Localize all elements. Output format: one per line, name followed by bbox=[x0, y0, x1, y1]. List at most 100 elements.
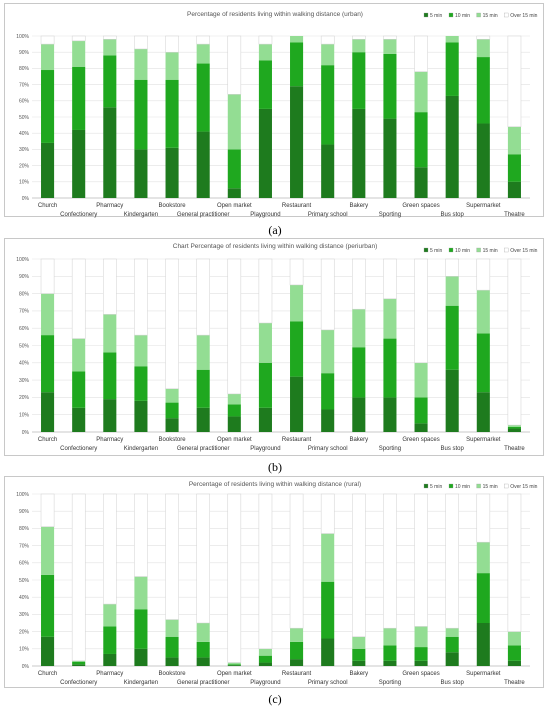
y-tick-c-7: 70% bbox=[19, 543, 30, 549]
y-tick-a-9: 90% bbox=[19, 50, 30, 56]
bar-a-9-3 bbox=[320, 35, 335, 45]
x-tick-c-9: Primary school bbox=[308, 680, 348, 686]
bar-c-6-3 bbox=[227, 493, 242, 663]
bar-b-3-1 bbox=[134, 366, 148, 401]
x-tick-b-5: General practitioner bbox=[177, 446, 230, 452]
bar-a-2-2 bbox=[103, 39, 117, 56]
bar-a-15-0 bbox=[507, 181, 521, 198]
panel-label-a: (a) bbox=[268, 223, 282, 237]
bar-c-9-3 bbox=[320, 493, 335, 534]
y-tick-a-4: 40% bbox=[19, 131, 30, 137]
bar-a-13-1 bbox=[445, 42, 459, 96]
chart-periurban: 0% 10% 20% 30% 40% 50% 60% 70% 80% 90% 100% Chart P… bbox=[16, 243, 537, 452]
y-tick-b-7: 70% bbox=[19, 309, 30, 315]
x-tick-a-1: Confectionery bbox=[60, 212, 97, 218]
bar-a-3-2 bbox=[134, 48, 148, 80]
x-tick-a-4: Bookstore bbox=[159, 203, 187, 209]
bar-c-13-1 bbox=[445, 636, 459, 653]
bar-a-11-2 bbox=[383, 39, 397, 54]
x-tick-c-0: Church bbox=[38, 671, 57, 677]
legend-swatch-a-3 bbox=[504, 12, 509, 18]
bar-a-12-0 bbox=[414, 167, 428, 198]
bar-b-3-0 bbox=[134, 400, 148, 432]
y-tick-b-3: 30% bbox=[19, 378, 30, 384]
y-tick-c-2: 20% bbox=[19, 629, 30, 635]
bar-c-15-0 bbox=[507, 660, 521, 666]
bar-c-12-2 bbox=[414, 626, 428, 648]
y-tick-c-4: 40% bbox=[19, 595, 30, 601]
bar-c-1-3 bbox=[71, 493, 86, 662]
chart-urban: 0% 10% 20% 30% 40% 50% 60% 70% 80% 90% 100% Percent… bbox=[16, 11, 537, 218]
bar-b-15-0 bbox=[507, 428, 521, 432]
bar-a-5-0 bbox=[196, 131, 210, 198]
bar-c-3-1 bbox=[134, 609, 148, 649]
bar-b-12-0 bbox=[414, 423, 428, 432]
x-tick-b-14: Supermarket bbox=[466, 437, 501, 443]
y-tick-c-10: 100% bbox=[16, 492, 29, 498]
y-tick-a-10: 100% bbox=[16, 34, 29, 40]
x-tick-b-15: Theatre bbox=[504, 446, 525, 452]
bar-a-10-3 bbox=[352, 35, 366, 40]
bar-a-1-0 bbox=[72, 129, 86, 198]
bar-c-6-2 bbox=[227, 662, 241, 665]
bar-a-9-2 bbox=[321, 44, 335, 66]
x-tick-a-0: Church bbox=[38, 203, 57, 209]
bar-a-3-0 bbox=[134, 149, 148, 198]
x-tick-c-14: Supermarket bbox=[466, 671, 501, 677]
bar-a-10-1 bbox=[352, 52, 366, 109]
bar-a-4-2 bbox=[165, 52, 179, 80]
legend-label-a-3: Over 15 min bbox=[510, 13, 537, 19]
bar-b-15-1 bbox=[507, 426, 521, 429]
x-tick-c-15: Theatre bbox=[504, 680, 525, 686]
bar-b-9-3 bbox=[320, 258, 335, 331]
y-tick-b-1: 10% bbox=[19, 413, 30, 419]
bar-a-12-1 bbox=[414, 112, 428, 168]
bar-c-9-1 bbox=[321, 581, 335, 639]
x-tick-a-11: Sporting bbox=[379, 212, 401, 218]
legend-label-c-3: Over 15 min bbox=[510, 484, 537, 490]
bar-c-10-2 bbox=[352, 636, 366, 649]
legend-swatch-c-1 bbox=[448, 483, 454, 489]
bar-a-1-1 bbox=[72, 66, 86, 130]
legend-label-c-0: 5 min bbox=[430, 484, 442, 490]
x-tick-a-9: Primary school bbox=[308, 212, 348, 218]
legend-swatch-c-0 bbox=[423, 483, 429, 489]
bar-b-3-2 bbox=[134, 335, 148, 367]
x-tick-b-13: Bus stop bbox=[441, 446, 465, 452]
x-tick-b-6: Open market bbox=[217, 437, 252, 443]
x-tick-a-3: Kindergarten bbox=[124, 212, 158, 218]
bar-c-15-2 bbox=[507, 631, 521, 646]
bar-a-7-3 bbox=[258, 35, 273, 45]
y-tick-b-2: 20% bbox=[19, 395, 30, 401]
legend-label-b-1: 10 min bbox=[455, 248, 470, 254]
x-tick-c-10: Bakery bbox=[349, 671, 368, 677]
bar-a-14-1 bbox=[476, 57, 490, 124]
bar-c-7-0 bbox=[258, 662, 272, 666]
legend-label-a-2: 15 min bbox=[483, 13, 498, 19]
bar-a-7-1 bbox=[258, 60, 272, 109]
x-tick-c-5: General practitioner bbox=[177, 680, 230, 686]
bar-a-15-3 bbox=[507, 35, 522, 127]
x-tick-a-15: Theatre bbox=[504, 212, 525, 218]
bar-c-7-2 bbox=[258, 648, 272, 656]
bar-c-10-1 bbox=[352, 648, 366, 661]
bar-a-1-3 bbox=[71, 35, 86, 42]
y-tick-b-6: 60% bbox=[19, 326, 30, 332]
x-tick-a-7: Playground bbox=[250, 212, 280, 218]
bar-a-2-0 bbox=[103, 107, 117, 198]
bar-b-12-3 bbox=[414, 258, 428, 364]
x-tick-a-6: Open market bbox=[217, 203, 252, 209]
bar-c-14-3 bbox=[476, 493, 491, 543]
legend-label-c-1: 10 min bbox=[455, 484, 470, 490]
bar-c-14-1 bbox=[476, 573, 490, 623]
bar-c-4-2 bbox=[165, 619, 179, 637]
bar-b-2-0 bbox=[103, 399, 117, 432]
bar-b-8-1 bbox=[290, 321, 304, 377]
bar-c-13-0 bbox=[445, 652, 459, 666]
bar-a-12-3 bbox=[414, 35, 428, 72]
bar-c-8-1 bbox=[290, 641, 304, 660]
y-tick-c-1: 10% bbox=[19, 647, 30, 653]
bar-c-11-3 bbox=[383, 493, 397, 629]
bar-b-13-1 bbox=[445, 305, 459, 370]
bar-a-9-1 bbox=[321, 65, 335, 145]
